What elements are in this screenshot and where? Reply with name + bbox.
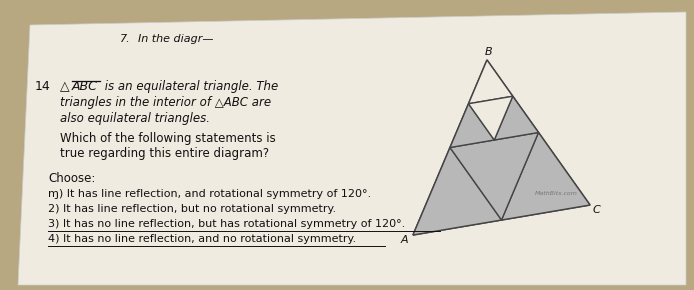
Text: 4) It has no line reflection, and no rotational symmetry.: 4) It has no line reflection, and no rot… [48,234,356,244]
Text: triangles in the interior of △ABC are: triangles in the interior of △ABC are [60,96,271,109]
Polygon shape [502,133,590,220]
Text: MathBits.com: MathBits.com [535,191,578,196]
Text: C: C [593,205,601,215]
Text: 2) It has line reflection, but no rotational symmetry.: 2) It has line reflection, but no rotati… [48,204,336,214]
Text: 14: 14 [35,80,51,93]
Text: A: A [401,235,409,245]
Text: 7.: 7. [120,34,130,44]
Polygon shape [494,96,539,140]
Text: 3) It has no line reflection, but has rotational symmetry of 120°.: 3) It has no line reflection, but has ro… [48,219,405,229]
Text: also equilateral triangles.: also equilateral triangles. [60,112,210,125]
Text: In the diagr—: In the diagr— [138,34,214,44]
Text: is an equilateral triangle. The: is an equilateral triangle. The [101,80,278,93]
Polygon shape [450,104,494,148]
Text: △: △ [60,80,69,93]
Text: Which of the following statements is: Which of the following statements is [60,132,276,145]
Polygon shape [450,133,539,220]
Text: true regarding this entire diagram?: true regarding this entire diagram? [60,147,269,160]
Text: B: B [485,47,493,57]
Polygon shape [18,12,686,285]
Polygon shape [413,148,502,235]
Text: ɱ) It has line reflection, and rotational symmetry of 120°.: ɱ) It has line reflection, and rotationa… [48,189,371,199]
Text: ABC: ABC [72,80,98,93]
Polygon shape [468,96,513,140]
Polygon shape [413,60,590,235]
Text: Choose:: Choose: [48,172,95,185]
Polygon shape [468,60,513,104]
